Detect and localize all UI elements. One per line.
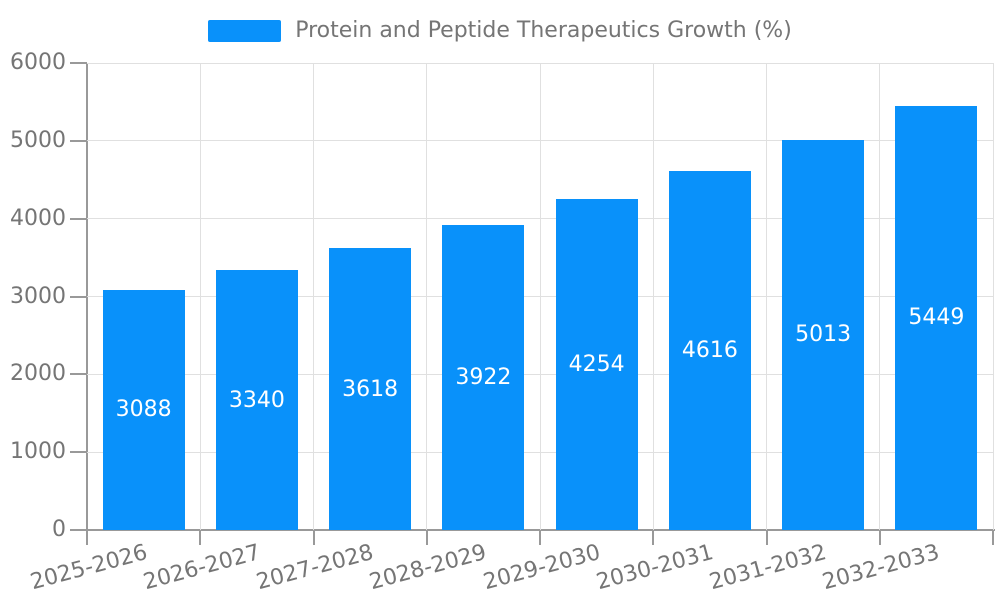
bar-value-label: 4254 <box>568 351 625 377</box>
y-tick-mark <box>70 139 87 142</box>
x-tick-mark <box>312 531 315 545</box>
x-tick-mark <box>86 531 88 545</box>
x-tick-mark <box>199 531 202 545</box>
x-tick-mark <box>765 531 768 545</box>
y-tick-mark <box>70 529 87 531</box>
x-gridline <box>199 63 201 530</box>
x-tick-mark <box>992 531 994 545</box>
y-axis-tick-label: 5000 <box>10 127 66 153</box>
y-tick-mark <box>70 373 87 376</box>
y-tick-mark <box>70 295 87 298</box>
plot-area: 3088 3340 3618 3922 4254 4616 5013 5449 <box>87 62 994 530</box>
y-axis-tick-label: 2000 <box>10 361 66 387</box>
x-axis-tick-label: 2031-2032 <box>707 540 830 596</box>
x-tick-mark <box>539 531 541 545</box>
bar-value-label: 3618 <box>342 376 399 402</box>
legend-swatch-icon[interactable] <box>208 19 282 42</box>
legend-label[interactable]: Protein and Peptide Therapeutics Growth … <box>295 18 792 43</box>
chart-legend[interactable]: Protein and Peptide Therapeutics Growth … <box>0 18 1000 43</box>
bar-2025-2026[interactable]: 3088 <box>102 289 185 530</box>
y-axis-line <box>86 63 88 545</box>
x-gridline <box>426 63 428 530</box>
y-axis-tick-label: 0 <box>52 517 66 542</box>
x-tick-mark <box>878 531 881 545</box>
bar-2030-2031[interactable]: 4616 <box>668 170 751 530</box>
y-axis-tick-label: 6000 <box>10 50 66 75</box>
x-axis-tick-label: 2029-2030 <box>480 540 603 596</box>
x-tick-mark <box>425 531 428 545</box>
x-axis-tick-label: 2025-2026 <box>27 540 150 596</box>
x-axis-tick-label: 2026-2027 <box>140 540 264 596</box>
y-tick-mark <box>70 62 87 64</box>
x-axis-line <box>87 529 995 531</box>
bar-value-label: 3340 <box>228 387 285 413</box>
bar-2028-2029[interactable]: 3922 <box>442 224 525 530</box>
x-gridline <box>313 63 314 530</box>
bar-2031-2032[interactable]: 5013 <box>782 139 865 530</box>
y-tick-mark <box>70 217 87 220</box>
bar-value-label: 5449 <box>908 305 965 331</box>
y-axis-tick-label: 3000 <box>10 283 66 309</box>
x-axis-tick-label: 2028-2029 <box>367 540 490 596</box>
x-gridline <box>539 63 541 530</box>
bar-2029-2030[interactable]: 4254 <box>555 198 638 530</box>
bar-value-label: 3922 <box>455 364 512 390</box>
x-tick-mark <box>652 531 655 545</box>
x-gridline <box>766 63 767 530</box>
bar-2026-2027[interactable]: 3340 <box>215 270 298 530</box>
bar-value-label: 5013 <box>795 322 852 348</box>
bar-2027-2028[interactable]: 3618 <box>329 248 412 530</box>
y-tick-mark <box>70 451 87 454</box>
x-axis-tick-label: 2032-2033 <box>820 540 943 596</box>
x-gridline <box>652 63 654 530</box>
x-gridline <box>879 63 881 530</box>
y-axis-tick-label: 1000 <box>10 439 66 465</box>
x-gridline <box>992 63 994 530</box>
x-axis-tick-label: 2027-2028 <box>254 540 377 596</box>
bar-value-label: 4616 <box>681 337 738 363</box>
y-axis-tick-label: 4000 <box>10 205 66 231</box>
bar-2032-2033[interactable]: 5449 <box>895 105 978 530</box>
x-axis-tick-label: 2030-2031 <box>593 540 717 596</box>
bar-value-label: 3088 <box>115 397 172 423</box>
